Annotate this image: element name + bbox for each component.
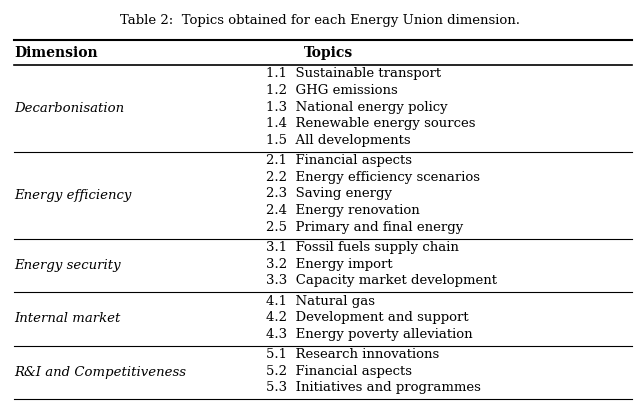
Text: 1.5  All developments: 1.5 All developments <box>266 134 410 147</box>
Text: R&I and Competitiveness: R&I and Competitiveness <box>14 366 186 379</box>
Text: 4.2  Development and support: 4.2 Development and support <box>266 311 468 324</box>
Text: 2.5  Primary and final energy: 2.5 Primary and final energy <box>266 221 463 234</box>
Text: Energy security: Energy security <box>14 259 121 272</box>
Text: 1.2  GHG emissions: 1.2 GHG emissions <box>266 84 397 97</box>
Text: 4.3  Energy poverty alleviation: 4.3 Energy poverty alleviation <box>266 328 472 341</box>
Text: 2.2  Energy efficiency scenarios: 2.2 Energy efficiency scenarios <box>266 171 480 184</box>
Text: Internal market: Internal market <box>14 312 120 325</box>
Text: 1.1  Sustainable transport: 1.1 Sustainable transport <box>266 67 441 81</box>
Text: 5.3  Initiatives and programmes: 5.3 Initiatives and programmes <box>266 381 481 394</box>
Text: 1.3  National energy policy: 1.3 National energy policy <box>266 101 447 114</box>
Text: Energy efficiency: Energy efficiency <box>14 189 131 202</box>
Text: Dimension: Dimension <box>14 46 98 59</box>
Text: 2.1  Financial aspects: 2.1 Financial aspects <box>266 154 412 167</box>
Text: 3.1  Fossil fuels supply chain: 3.1 Fossil fuels supply chain <box>266 241 459 254</box>
Text: 3.2  Energy import: 3.2 Energy import <box>266 258 392 271</box>
Text: 2.3  Saving energy: 2.3 Saving energy <box>266 188 392 200</box>
Text: 5.1  Research innovations: 5.1 Research innovations <box>266 348 439 361</box>
Text: 1.4  Renewable energy sources: 1.4 Renewable energy sources <box>266 117 476 130</box>
Text: Topics: Topics <box>304 46 353 59</box>
Text: 4.1  Natural gas: 4.1 Natural gas <box>266 294 375 308</box>
Text: Decarbonisation: Decarbonisation <box>14 102 124 115</box>
Text: 2.4  Energy renovation: 2.4 Energy renovation <box>266 204 420 217</box>
Text: 5.2  Financial aspects: 5.2 Financial aspects <box>266 365 412 378</box>
Text: 3.3  Capacity market development: 3.3 Capacity market development <box>266 274 497 287</box>
Text: Table 2:  Topics obtained for each Energy Union dimension.: Table 2: Topics obtained for each Energy… <box>120 14 520 27</box>
